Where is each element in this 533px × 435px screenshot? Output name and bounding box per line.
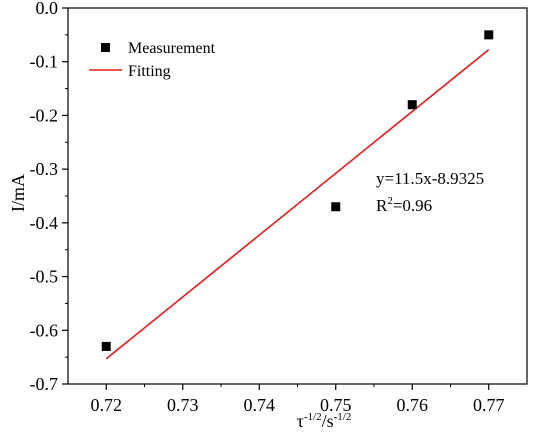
y-tick-label: -0.7	[30, 374, 59, 394]
y-tick-label: 0.0	[36, 0, 59, 18]
x-tick-label: 0.76	[397, 395, 429, 415]
y-tick-label: -0.5	[30, 267, 59, 287]
fit-equation: y=11.5x-8.9325	[376, 169, 484, 188]
x-axis-title: τ-1/2/s-1/2	[297, 411, 352, 431]
legend-label-measurement: Measurement	[128, 40, 216, 57]
x-tick-label: 0.72	[91, 395, 123, 415]
ticks: 0.72 0.73 0.74 0.75 0.76 0.77 0.0 -0.1 -0.2 -0.3 -…	[30, 0, 505, 415]
y-tick-label: -0.3	[30, 159, 59, 179]
y-tick-label: -0.6	[30, 320, 59, 340]
y-tick-label: -0.1	[30, 52, 59, 72]
data-point	[331, 202, 341, 212]
legend-marker-measurement	[101, 43, 110, 52]
y-axis-title: I/mA	[8, 174, 28, 212]
fit-annotation: y=11.5x-8.9325 R2=0.96	[376, 169, 484, 215]
x-tick-label: 0.74	[244, 395, 276, 415]
legend: Measurement Fitting	[89, 40, 216, 80]
fit-line	[105, 49, 490, 360]
data-point	[407, 100, 417, 110]
y-tick-label: -0.2	[30, 105, 59, 125]
data-point	[101, 341, 111, 351]
plot-data	[101, 30, 494, 360]
data-point	[484, 30, 494, 40]
legend-label-fitting: Fitting	[128, 63, 171, 80]
x-tick-label: 0.73	[167, 395, 199, 415]
y-tick-label: -0.4	[30, 213, 59, 233]
x-tick-label: 0.75	[320, 395, 352, 415]
x-tick-label: 0.77	[473, 395, 505, 415]
fit-r-squared: R2=0.96	[376, 195, 432, 215]
